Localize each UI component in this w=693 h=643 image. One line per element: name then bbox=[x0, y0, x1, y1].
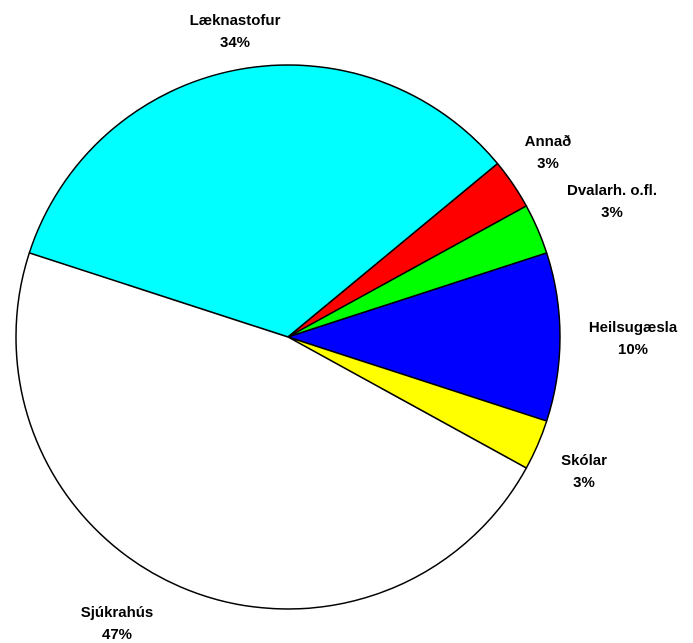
pie-slice bbox=[28, 64, 499, 338]
slice-value-label: 47% bbox=[102, 626, 132, 643]
slice-value-label: 3% bbox=[537, 155, 559, 172]
pie-slice bbox=[15, 252, 528, 610]
slice-value-label: 34% bbox=[220, 34, 250, 51]
slice-label: Heilsugæsla bbox=[589, 319, 678, 336]
slice-label: Skólar bbox=[561, 452, 607, 469]
slice-label: Dvalarh. o.fl. bbox=[567, 182, 657, 199]
slice-label: Læknastofur bbox=[190, 12, 281, 29]
slice-label: Annað bbox=[525, 133, 572, 150]
slice-value-label: 3% bbox=[573, 474, 595, 491]
slice-value-label: 3% bbox=[601, 204, 623, 221]
pie-slice bbox=[287, 252, 561, 422]
slice-label: Sjúkrahús bbox=[81, 604, 154, 621]
slice-value-label: 10% bbox=[618, 341, 648, 358]
